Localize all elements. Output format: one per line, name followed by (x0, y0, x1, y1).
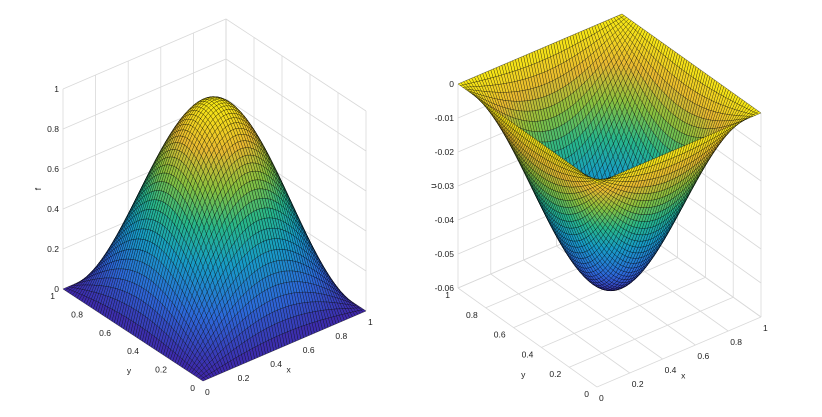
y-tick-label: 0.4 (127, 346, 139, 356)
grid-line (62, 58, 367, 152)
y-tick-label: 0.8 (71, 309, 83, 319)
x-tick-label: 0 (205, 387, 210, 397)
z-tick-label: 1 (54, 84, 59, 94)
surface-mesh (62, 96, 367, 382)
y-tick-label: 0.6 (99, 328, 111, 338)
surface-mesh (457, 13, 762, 291)
z-tick-label: 0.2 (47, 244, 59, 254)
x-axis-label: x (287, 365, 292, 375)
grid-line (62, 98, 367, 192)
z-tick-label: 0 (54, 284, 59, 294)
x-tick-label: 0.2 (238, 373, 250, 383)
y-tick-label: 0 (190, 383, 195, 393)
grid-line (62, 18, 367, 112)
z-tick-label: 0.8 (47, 124, 59, 134)
y-tick-label: 0.2 (155, 365, 167, 375)
surface-plot-u: 00.20.40.60.8100.20.40.60.810-0.01-0.02-… (428, 13, 768, 403)
z-tick-label: 0.4 (47, 204, 59, 214)
z-tick-label: 0.6 (47, 164, 59, 174)
grid-line (457, 287, 598, 388)
y-axis-label: y (127, 365, 132, 375)
grid-line (541, 277, 706, 348)
surface-plot-f: 0 0.2 0.4 0.6 0.8 1 0 0.2 0.4 0.6 0.8 1 0 0.2 0.4 0.6 0.… (33, 18, 373, 397)
x-tick-label: 0.6 (303, 345, 315, 355)
z-axis-label: f (33, 187, 43, 190)
x-tick-label: 1 (368, 317, 373, 327)
grid-line (596, 316, 762, 388)
x-tick-label: 0.8 (335, 331, 347, 341)
x-tick-label: 0.4 (270, 359, 282, 369)
